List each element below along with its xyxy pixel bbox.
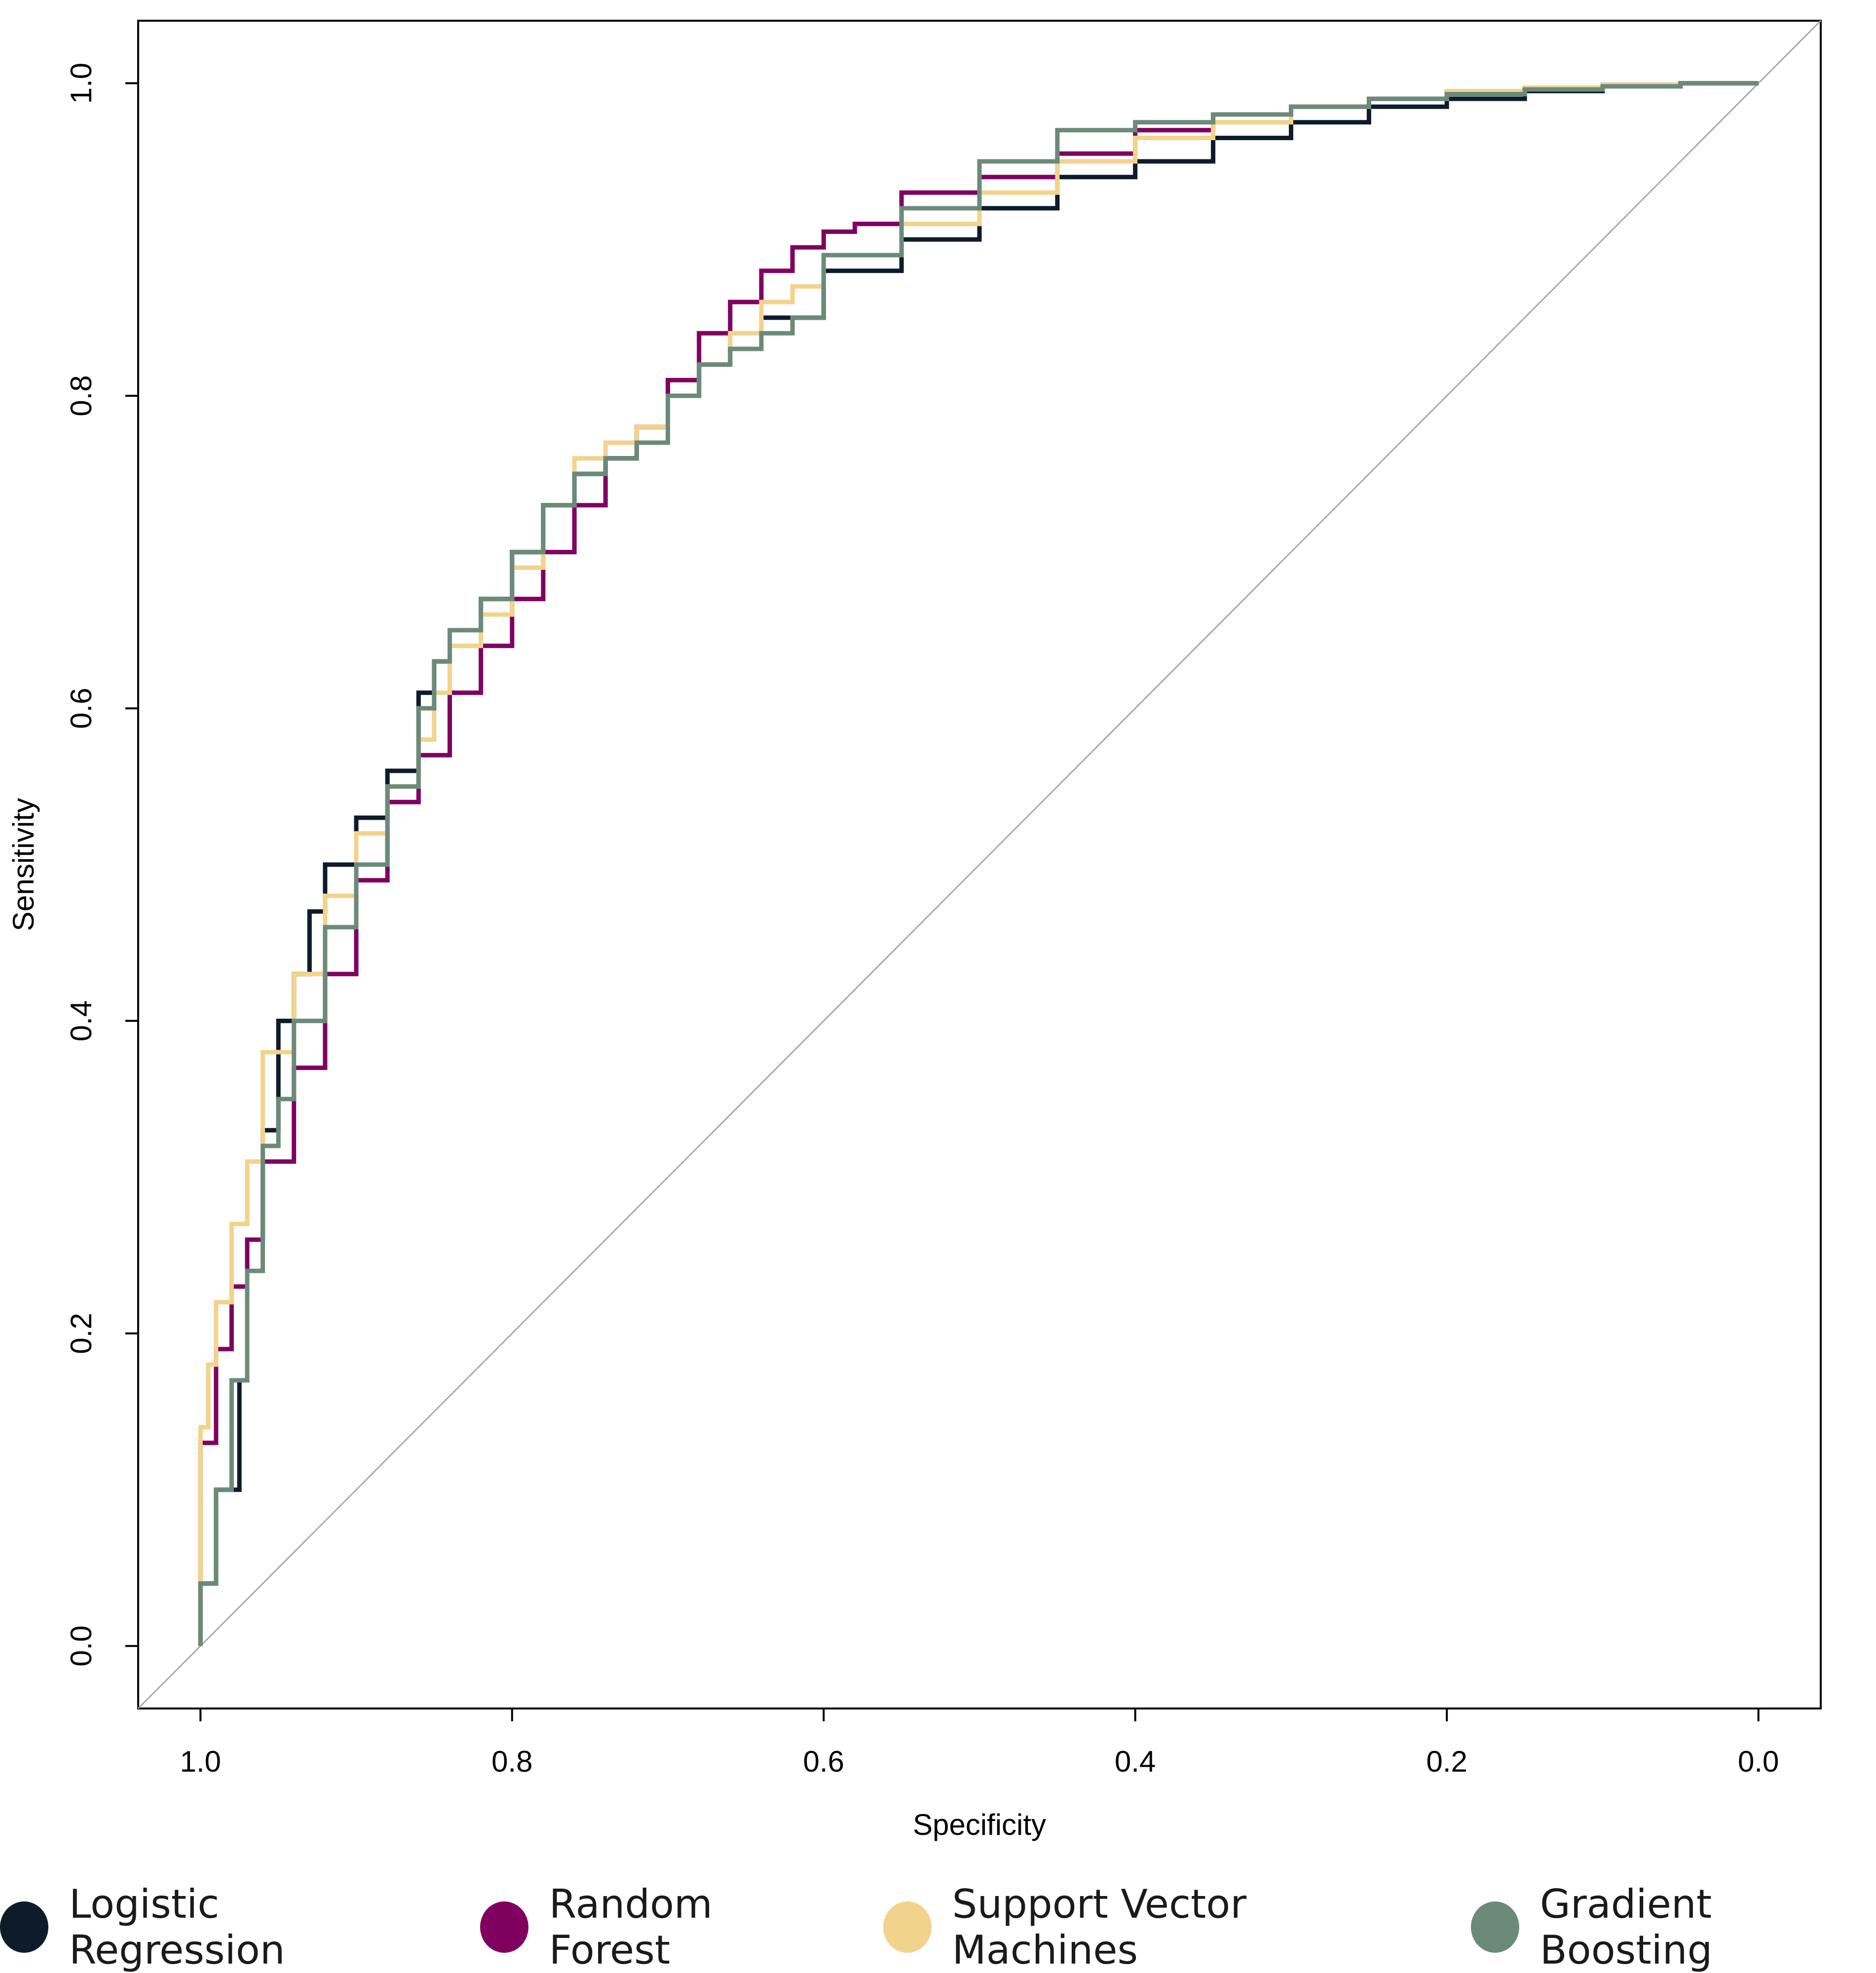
y-tick-label: 0.8 (65, 375, 98, 416)
y-tick-label: 0.2 (65, 1313, 98, 1354)
legend-swatch-random-forest (480, 1901, 528, 1953)
legend-swatch-support-vector-machines (883, 1901, 932, 1953)
y-tick-label: 1.0 (65, 63, 98, 104)
legend-swatch-logistic-regression (0, 1901, 48, 1953)
reference-diagonal (137, 20, 1822, 1709)
x-tick-label: 0.8 (491, 1745, 532, 1778)
x-tick-label: 0.2 (1426, 1745, 1467, 1778)
y-tick-label: 0.4 (65, 1000, 98, 1041)
series-group (198, 81, 1759, 1646)
legend-swatch-gradient-boosting (1470, 1901, 1519, 1953)
legend-label-gradient-boosting: Gradient Boosting (1539, 1881, 1713, 1973)
legend-label-support-vector-machines: Support Vector Machines (952, 1881, 1247, 1973)
legend-item-support-vector-machines: Support Vector Machines (883, 1881, 1417, 1973)
y-axis: 0.0 0.2 0.4 0.6 0.8 1.0 (65, 63, 139, 1667)
y-tick-label: 0.0 (65, 1626, 98, 1667)
legend-label-logistic-regression: Logistic Regression (69, 1881, 285, 1973)
y-axis-label: Sensitivity (7, 798, 40, 931)
legend: Logistic Regression Random Forest Suppor… (0, 1881, 1876, 1973)
x-axis-label: Specificity (913, 1808, 1046, 1841)
x-tick-label: 1.0 (180, 1745, 221, 1778)
legend-label-random-forest: Random Forest (549, 1881, 713, 1973)
x-axis: 1.0 0.8 0.6 0.4 0.2 0.0 (180, 1707, 1779, 1778)
roc-chart: 1.0 0.8 0.6 0.4 0.2 0.0 0.0 0.2 0.4 0.6 0.8 1.0 Sp… (7, 20, 1822, 1841)
x-tick-label: 0.6 (803, 1745, 844, 1778)
roc-curve-gradient-boosting (198, 81, 1759, 1646)
legend-item-logistic-regression: Logistic Regression (0, 1881, 426, 1973)
x-tick-label: 0.0 (1738, 1745, 1779, 1778)
legend-item-random-forest: Random Forest (480, 1881, 829, 1973)
legend-item-gradient-boosting: Gradient Boosting (1470, 1881, 1876, 1973)
y-tick-label: 0.6 (65, 688, 98, 729)
reference-diagonal-group (137, 20, 1822, 1709)
x-tick-label: 0.4 (1115, 1745, 1156, 1778)
